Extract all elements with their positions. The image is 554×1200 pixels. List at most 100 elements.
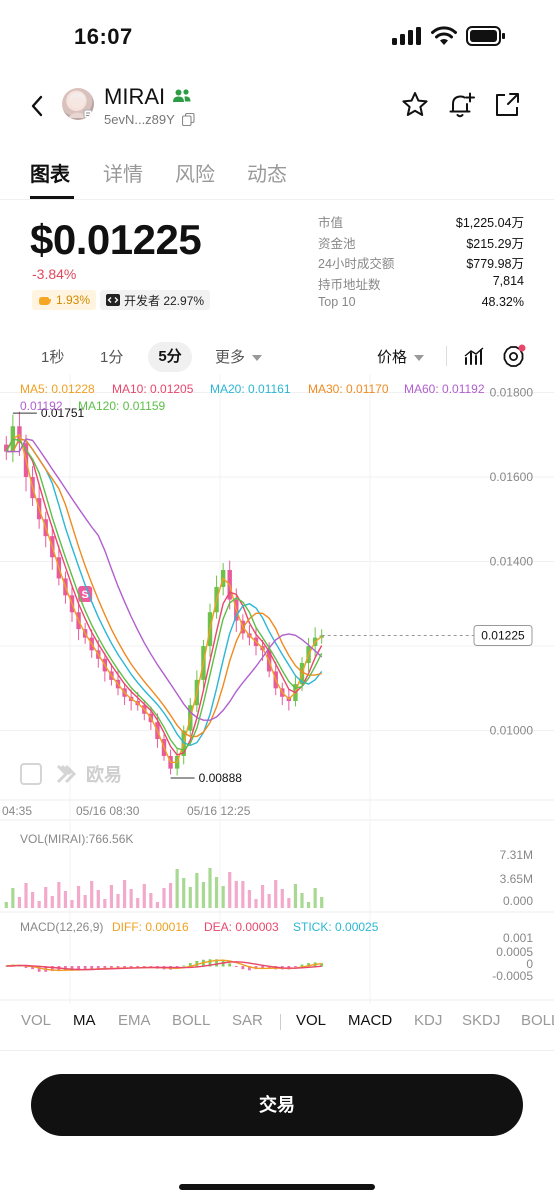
price-chart[interactable]: MA5: 0.01228 MA10: 0.01205 MA20: 0.01161…: [0, 374, 554, 1006]
volume-bar: [50, 896, 54, 908]
community-icon: [173, 89, 191, 102]
macd-dea-line: [6, 961, 322, 971]
sell-marker-label: S: [81, 589, 88, 601]
add-alert-bell-icon[interactable]: [446, 90, 476, 120]
status-time: 16:07: [74, 24, 133, 49]
timeframe-more[interactable]: 更多: [215, 346, 263, 367]
ind-sub-kdj[interactable]: KDJ: [414, 1012, 443, 1029]
volume-bar: [76, 886, 81, 908]
ind-main-ma[interactable]: MA: [73, 1012, 96, 1029]
ind-main-sar[interactable]: SAR: [232, 1012, 263, 1029]
tab-chart[interactable]: 图表: [30, 164, 70, 186]
volume-bar: [313, 888, 317, 908]
macd-diff: DIFF: 0.00016: [112, 920, 189, 934]
macd-histogram-bar: [248, 966, 251, 971]
stat-label: Top 10: [318, 294, 356, 309]
chart-watermark: 欧易: [20, 763, 122, 785]
stat-row: 24小时成交额 $779.98万: [318, 253, 524, 274]
volume-bar: [24, 883, 28, 908]
sell-marker: [78, 586, 93, 602]
ind-main-vol[interactable]: VOL: [21, 1012, 52, 1029]
token-name: MIRAI: [104, 84, 166, 109]
ind-main-ema[interactable]: EMA: [118, 1012, 151, 1029]
volume-bar: [142, 884, 146, 908]
volume-bar: [195, 873, 199, 908]
macd-histogram-bar: [208, 959, 212, 967]
price-change: -3.84%: [32, 266, 77, 282]
volume-bar: [320, 897, 324, 908]
high-price-label: 0.01751: [41, 406, 85, 420]
tab-details[interactable]: 详情: [103, 164, 143, 186]
stat-value: $779.98万: [466, 257, 524, 272]
stat-row: Top 10 48.32%: [318, 295, 524, 316]
volume-bar: [90, 881, 94, 908]
macd-histogram-bar: [24, 966, 28, 968]
indicator-separator: [0, 1050, 554, 1051]
signal-icon: [392, 27, 421, 45]
volume-bar: [129, 889, 133, 908]
volume-bar: [44, 887, 48, 908]
x-tick-label: 05/16 12:25: [187, 804, 251, 818]
ma10-line: [5, 438, 323, 756]
timeframe-5m[interactable]: 5分: [148, 342, 192, 372]
ind-sub-skdj[interactable]: SKDJ: [462, 1012, 501, 1029]
trade-button[interactable]: 交易: [31, 1074, 523, 1136]
ma30-line: [6, 438, 322, 738]
copy-icon[interactable]: [182, 113, 195, 126]
volume-tick-label: 7.31M: [500, 848, 533, 862]
price-type-select[interactable]: 价格: [377, 346, 425, 367]
macd-title: MACD(12,26,9): [20, 920, 103, 934]
current-price-tag-label: 0.01225: [481, 628, 525, 642]
volume-bar: [168, 883, 173, 908]
macd-histogram-bar: [123, 966, 126, 969]
holder-badge-value: 1.93%: [56, 293, 91, 307]
macd-tick-label: 0: [526, 957, 533, 971]
macd-dea: DEA: 0.00003: [204, 920, 279, 934]
macd-histogram-bar: [110, 966, 113, 969]
macd-histogram-bar: [4, 966, 8, 967]
macd-histogram-bar: [31, 966, 34, 970]
macd-histogram-bar: [261, 966, 264, 969]
volume-bar: [287, 898, 291, 908]
stat-row: 持币地址数 7,814: [318, 274, 524, 295]
volume-bar: [17, 897, 22, 908]
volume-bar: [30, 892, 35, 908]
volume-bar: [109, 885, 114, 908]
current-price-tag: [473, 624, 533, 646]
volume-bar: [122, 880, 127, 908]
stat-value: 7,814: [492, 274, 524, 289]
timeframe-1m[interactable]: 1分: [100, 349, 124, 366]
ind-main-boll[interactable]: BOLL: [172, 1012, 211, 1029]
chart-settings-icon[interactable]: [500, 344, 526, 370]
ma30-label: MA30: 0.01170: [308, 382, 389, 396]
volume-bar: [234, 881, 238, 908]
caret-down-icon: [414, 355, 425, 361]
volume-title: VOL(MIRAI):766.56K: [20, 832, 133, 846]
developer-badge: 开发者 22.97%: [100, 290, 211, 310]
indicator-divider: [280, 1014, 281, 1030]
volume-bar: [96, 890, 100, 908]
back-icon[interactable]: [24, 90, 52, 122]
stat-label: 市值: [318, 216, 344, 230]
ind-sub-vol[interactable]: VOL: [296, 1012, 327, 1029]
macd-histogram-bar: [77, 966, 80, 971]
volume-bar: [4, 902, 8, 908]
favorite-star-icon[interactable]: [400, 90, 430, 120]
toolbar-divider: [446, 346, 447, 366]
price-chart-area[interactable]: MA5: 0.01228 MA10: 0.01205 MA20: 0.01161…: [0, 374, 554, 1006]
caret-down-icon: [252, 355, 263, 361]
ma20-label: MA20: 0.01161: [210, 382, 291, 396]
macd-histogram-bar: [129, 966, 133, 969]
candle-body: [319, 635, 324, 638]
ind-sub-boll[interactable]: BOLL: [521, 1012, 554, 1029]
tab-activity[interactable]: 动态: [247, 164, 287, 186]
hand-icon: [39, 297, 51, 305]
y-tick-label: 0.01400: [490, 555, 534, 569]
ma60-label: MA60: 0.01192: [404, 382, 485, 396]
indicator-chart-icon[interactable]: [463, 346, 485, 368]
ind-sub-macd[interactable]: MACD: [348, 1012, 393, 1029]
timeframe-1s[interactable]: 1秒: [41, 349, 65, 366]
developer-badge-value: 开发者 22.97%: [124, 293, 205, 308]
share-external-icon[interactable]: [492, 90, 522, 120]
tab-risk[interactable]: 风险: [175, 164, 215, 186]
